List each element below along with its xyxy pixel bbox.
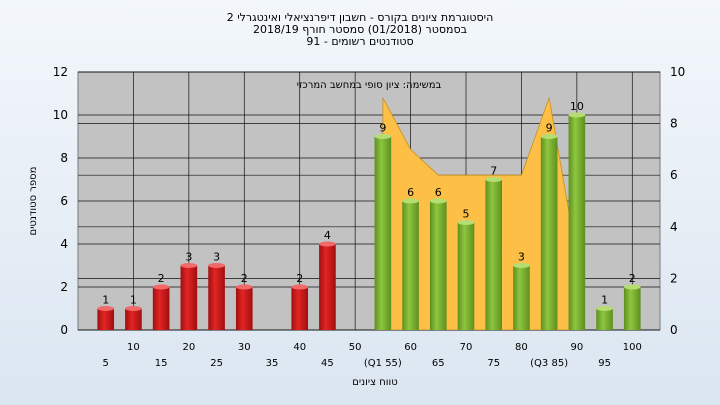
data-label-90: 10 — [570, 100, 584, 113]
bar-cap-70 — [457, 220, 475, 225]
bar-cap-25 — [208, 263, 225, 268]
data-label-85: 9 — [546, 122, 553, 135]
bar-cap-85 — [540, 134, 558, 139]
data-label-30: 2 — [241, 272, 248, 285]
bar-15 — [152, 287, 170, 330]
bar-40 — [291, 287, 309, 330]
bar-cap-20 — [180, 263, 198, 268]
bar-cap-40 — [291, 284, 309, 290]
bar-cap-15 — [152, 284, 170, 290]
x-tick-top-6: 70 — [460, 342, 473, 353]
y-tick-left-3: 6 — [60, 194, 68, 208]
x-tick-bottom-1: 15 — [155, 358, 168, 369]
bar-cap-5 — [97, 306, 115, 311]
bar-25 — [208, 265, 225, 330]
bar-75 — [485, 179, 503, 330]
bar-cap-55 — [374, 134, 392, 139]
bar-30 — [235, 287, 253, 330]
x-tick-bottom-3: 35 — [266, 358, 279, 369]
data-label-40: 2 — [296, 272, 303, 285]
y-tick-left-4: 8 — [60, 151, 68, 165]
y-tick-left-6: 12 — [53, 65, 68, 79]
y-tick-right-3: 6 — [670, 168, 678, 182]
chart-title-line-2: בסמסטר (01/2018) סמסטר חורף 2018/19 — [253, 23, 467, 36]
x-tick-top-4: 50 — [349, 342, 362, 353]
data-label-45: 4 — [324, 229, 331, 242]
x-axis-title: טווח ציונים — [352, 377, 397, 388]
x-tick-bottom-9: 95 — [598, 358, 611, 369]
bar-cap-30 — [235, 284, 253, 290]
y-tick-right-4: 8 — [670, 117, 678, 131]
bar-85 — [540, 136, 558, 330]
x-tick-top-2: 30 — [238, 342, 251, 353]
x-tick-bottom-8: (Q3 85) — [530, 358, 568, 369]
x-tick-top-0: 10 — [127, 342, 140, 353]
data-label-75: 7 — [490, 165, 497, 178]
x-tick-top-5: 60 — [404, 342, 417, 353]
data-label-60: 6 — [407, 186, 414, 199]
plot-annotation: במשימה: ציון סופי במחשב המרכזי — [297, 80, 442, 91]
data-label-95: 1 — [601, 294, 608, 307]
data-label-15: 2 — [158, 272, 165, 285]
bar-95 — [596, 308, 613, 330]
x-tick-bottom-2: 25 — [210, 358, 223, 369]
bar-cap-45 — [319, 241, 336, 247]
chart-title-line-3: סטודנטים רשומים - 91 — [306, 35, 414, 48]
x-tick-bottom-4: 45 — [321, 358, 334, 369]
bar-45 — [319, 244, 336, 330]
bar-10 — [125, 308, 142, 330]
y-tick-left-5: 10 — [53, 108, 68, 122]
chart-title-line-1: היסטוגרמת ציונים בקורס - חשבון דיפרנציאל… — [226, 11, 494, 24]
data-label-100: 2 — [629, 272, 636, 285]
data-label-65: 6 — [435, 186, 442, 199]
data-label-80: 3 — [518, 251, 525, 264]
bar-cap-80 — [513, 263, 530, 268]
bar-80 — [513, 265, 530, 330]
y-tick-left-0: 0 — [60, 323, 68, 337]
bar-20 — [180, 265, 198, 330]
bar-cap-65 — [429, 198, 447, 204]
x-tick-top-7: 80 — [515, 342, 528, 353]
x-tick-bottom-7: 75 — [487, 358, 500, 369]
bar-cap-90 — [568, 112, 586, 118]
x-tick-top-1: 20 — [182, 342, 195, 353]
y-tick-right-5: 10 — [670, 65, 685, 79]
x-tick-bottom-5: (Q1 55) — [364, 358, 402, 369]
data-label-20: 3 — [185, 251, 192, 264]
x-tick-top-9: 100 — [623, 342, 642, 353]
y-tick-right-1: 2 — [670, 271, 678, 285]
data-label-55: 9 — [379, 122, 386, 135]
y-tick-right-2: 4 — [670, 220, 678, 234]
bar-cap-75 — [485, 177, 503, 182]
bar-70 — [457, 222, 475, 330]
bar-5 — [97, 308, 115, 330]
y-tick-left-1: 2 — [60, 280, 68, 294]
y-axis-title: מספר סטודנטים — [28, 167, 39, 236]
y-tick-left-2: 4 — [60, 237, 68, 251]
bar-55 — [374, 136, 392, 330]
x-tick-bottom-6: 65 — [432, 358, 445, 369]
x-tick-top-3: 40 — [293, 342, 306, 353]
x-tick-top-8: 90 — [570, 342, 583, 353]
bar-60 — [402, 201, 419, 330]
x-tick-bottom-0: 5 — [103, 358, 109, 369]
bar-cap-60 — [402, 198, 419, 204]
data-label-25: 3 — [213, 251, 220, 264]
data-label-10: 1 — [130, 294, 137, 307]
data-label-5: 1 — [102, 294, 109, 307]
y-tick-right-0: 0 — [670, 323, 678, 337]
bar-90 — [568, 115, 586, 330]
data-label-70: 5 — [463, 208, 470, 221]
bar-65 — [429, 201, 447, 330]
bar-cap-95 — [596, 306, 613, 311]
bar-cap-10 — [125, 306, 142, 311]
bar-100 — [623, 287, 641, 330]
bar-cap-100 — [623, 284, 641, 290]
